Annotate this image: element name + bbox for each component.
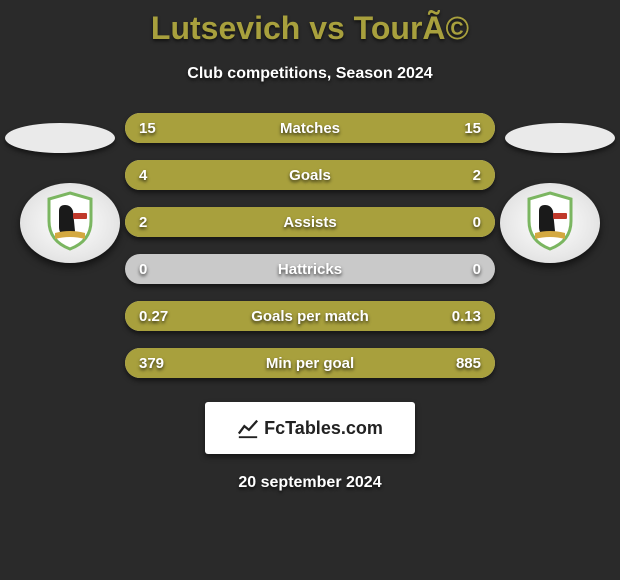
- stat-value-right: 0.13: [452, 308, 481, 325]
- stat-label: Min per goal: [125, 355, 495, 372]
- stat-value-right: 15: [464, 120, 481, 137]
- comparison-card: Lutsevich vs TourÃ© Club competitions, S…: [0, 0, 620, 580]
- brand-box[interactable]: FcTables.com: [205, 402, 415, 454]
- content-area: 15Matches154Goals22Assists00Hattricks00.…: [0, 113, 620, 492]
- footer-date: 20 september 2024: [0, 474, 620, 492]
- stat-label: Assists: [125, 214, 495, 231]
- chart-icon: [237, 417, 259, 439]
- brand-logo: FcTables.com: [237, 417, 383, 439]
- crest-shield-icon: [525, 191, 575, 251]
- stat-label: Matches: [125, 120, 495, 137]
- stats-bars: 15Matches154Goals22Assists00Hattricks00.…: [125, 113, 495, 378]
- club-crest-left: [20, 183, 120, 263]
- stat-value-right: 0: [473, 261, 481, 278]
- stat-label: Hattricks: [125, 261, 495, 278]
- page-title: Lutsevich vs TourÃ©: [0, 0, 620, 47]
- stat-bar: 0.27Goals per match0.13: [125, 301, 495, 331]
- stat-value-right: 0: [473, 214, 481, 231]
- stat-bar: 379Min per goal885: [125, 348, 495, 378]
- stat-value-right: 885: [456, 355, 481, 372]
- player-photo-placeholder-right: [505, 123, 615, 153]
- stat-bar: 4Goals2: [125, 160, 495, 190]
- stat-value-right: 2: [473, 167, 481, 184]
- player-photo-placeholder-left: [5, 123, 115, 153]
- stat-bar: 15Matches15: [125, 113, 495, 143]
- brand-text: FcTables.com: [264, 418, 383, 439]
- stat-bar: 2Assists0: [125, 207, 495, 237]
- stat-label: Goals per match: [125, 308, 495, 325]
- stat-bar: 0Hattricks0: [125, 254, 495, 284]
- subtitle: Club competitions, Season 2024: [0, 65, 620, 83]
- club-crest-right: [500, 183, 600, 263]
- crest-shield-icon: [45, 191, 95, 251]
- stat-label: Goals: [125, 167, 495, 184]
